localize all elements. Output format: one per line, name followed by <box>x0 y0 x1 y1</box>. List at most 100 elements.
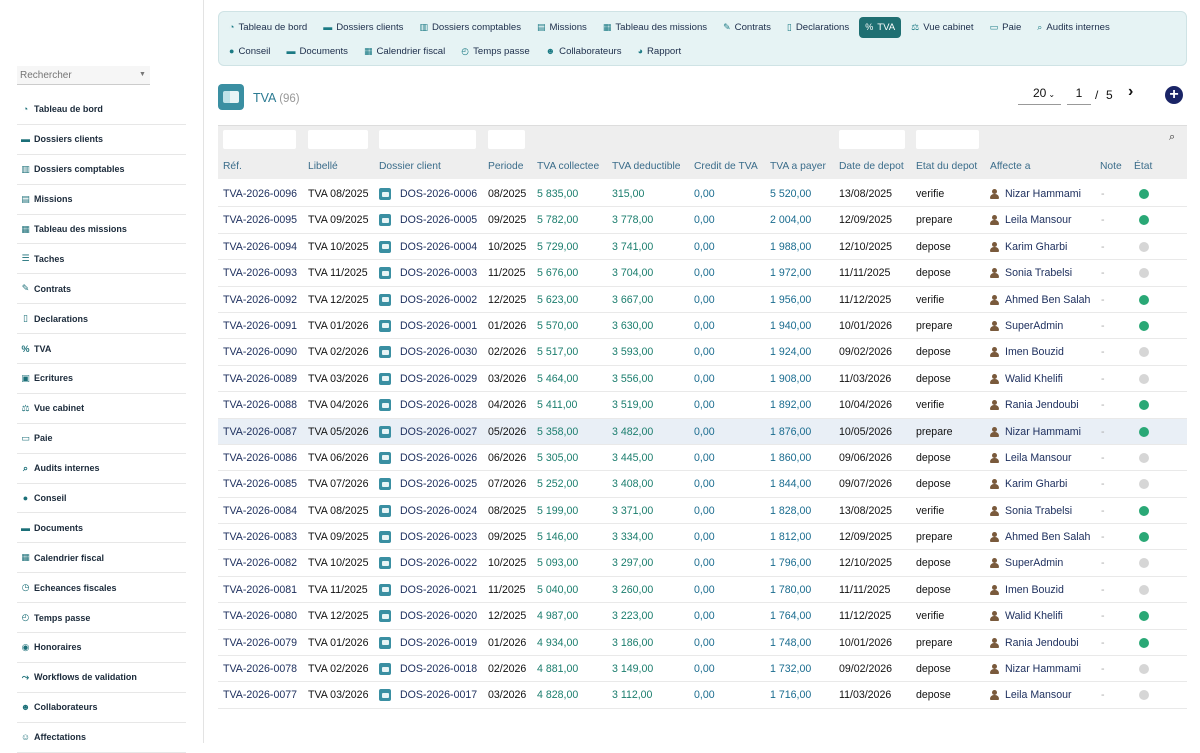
current-page-input[interactable]: 1 <box>1067 86 1091 105</box>
sidebar-item-tableau-des-missions[interactable]: ▦ Tableau des missions <box>17 215 186 245</box>
sidebar-item-conseil[interactable]: ● Conseil <box>17 484 186 514</box>
column-header-tva-deductible[interactable]: TVA deductible <box>612 161 681 172</box>
dossier-link[interactable]: DOS-2026-0020 <box>400 610 478 623</box>
sidebar-item-vue-cabinet[interactable]: ⚖ Vue cabinet <box>17 394 186 424</box>
table-row[interactable]: TVA-2026-0086 TVA 06/2026 DOS-2026-0026 06/… <box>218 445 1187 472</box>
sidebar-item-collaborateurs[interactable]: ☻ Collaborateurs <box>17 693 186 723</box>
affecte-link[interactable]: Leila Mansour <box>1005 214 1072 227</box>
tab-dossiers-clients[interactable]: ▬ Dossiers clients <box>317 17 409 38</box>
dossier-link[interactable]: DOS-2026-0019 <box>400 636 478 649</box>
sidebar-item-taches[interactable]: ☰ Taches <box>17 244 186 275</box>
affecte-link[interactable]: Nizar Hammami <box>1005 425 1081 438</box>
filter-libelle-input[interactable] <box>308 130 368 149</box>
table-row[interactable]: TVA-2026-0082 TVA 10/2025 DOS-2026-0022 10/… <box>218 550 1187 577</box>
sidebar-item-dossiers-comptables[interactable]: ▥ Dossiers comptables <box>17 155 186 185</box>
table-row[interactable]: TVA-2026-0087 TVA 05/2026 DOS-2026-0027 05/… <box>218 418 1187 445</box>
dossier-link[interactable]: DOS-2026-0003 <box>400 267 478 280</box>
affecte-link[interactable]: SuperAdmin <box>1005 319 1064 332</box>
table-row[interactable]: TVA-2026-0094 TVA 10/2025 DOS-2026-0004 10/… <box>218 234 1187 261</box>
page-size-select[interactable]: 20 ⌄ <box>1018 86 1061 105</box>
tva-ref-link[interactable]: TVA-2026-0095 <box>223 214 298 227</box>
tab-tableau-des-missions[interactable]: ▦ Tableau des missions <box>597 17 713 38</box>
chevron-down-icon[interactable]: ▼ <box>139 71 146 78</box>
tab-temps-passe[interactable]: ◴ Temps passe <box>455 41 535 62</box>
table-row[interactable]: TVA-2026-0092 TVA 12/2025 DOS-2026-0002 12/… <box>218 287 1187 313</box>
table-row[interactable]: TVA-2026-0091 TVA 01/2026 DOS-2026-0001 01/… <box>218 313 1187 340</box>
tab-tva[interactable]: % TVA <box>859 16 902 38</box>
tab-conseil[interactable]: ● Conseil <box>223 41 276 62</box>
tva-ref-link[interactable]: TVA-2026-0077 <box>223 689 298 702</box>
column-header-libelle[interactable]: Libellé <box>308 161 338 172</box>
tab-declarations[interactable]: ▯ Declarations <box>781 17 855 38</box>
dossier-link[interactable]: DOS-2026-0006 <box>400 188 478 200</box>
tva-ref-link[interactable]: TVA-2026-0094 <box>223 240 298 253</box>
column-header-note[interactable]: Note <box>1100 161 1122 172</box>
filter-dossier-input[interactable] <box>379 130 476 149</box>
sidebar-item-documents[interactable]: ▬ Documents <box>17 513 186 544</box>
table-row[interactable]: TVA-2026-0093 TVA 11/2025 DOS-2026-0003 11/… <box>218 260 1187 287</box>
tva-ref-link[interactable]: TVA-2026-0084 <box>223 504 298 517</box>
column-header-etat[interactable]: État <box>1134 161 1153 172</box>
tva-ref-link[interactable]: TVA-2026-0080 <box>223 610 298 623</box>
add-button[interactable]: + <box>1165 86 1183 104</box>
tva-ref-link[interactable]: TVA-2026-0086 <box>223 451 298 464</box>
tva-ref-link[interactable]: TVA-2026-0092 <box>223 293 298 306</box>
dossier-link[interactable]: DOS-2026-0025 <box>400 478 478 491</box>
table-row[interactable]: TVA-2026-0077 TVA 03/2026 DOS-2026-0017 03/… <box>218 682 1187 709</box>
column-header-periode[interactable]: Periode <box>488 161 524 172</box>
table-row[interactable]: TVA-2026-0078 TVA 02/2026 DOS-2026-0018 02/… <box>218 656 1187 683</box>
tva-ref-link[interactable]: TVA-2026-0082 <box>223 557 298 570</box>
sidebar-item-temps-passe[interactable]: ◴ Temps passe <box>17 603 186 634</box>
sidebar-item-audits-internes[interactable]: ⌕ Audits internes <box>17 454 186 484</box>
affecte-link[interactable]: Imen Bouzid <box>1005 346 1064 359</box>
sidebar-search-input[interactable] <box>17 66 150 85</box>
tab-tableau-de-bord[interactable]: ◔ Tableau de bord <box>223 17 313 38</box>
tab-collaborateurs[interactable]: ☻ Collaborateurs <box>540 41 628 62</box>
tva-ref-link[interactable]: TVA-2026-0087 <box>223 425 298 438</box>
table-row[interactable]: TVA-2026-0079 TVA 01/2026 DOS-2026-0019 01/… <box>218 630 1187 657</box>
tab-documents[interactable]: ▬ Documents <box>280 41 354 62</box>
table-row[interactable]: TVA-2026-0084 TVA 08/2025 DOS-2026-0024 08/… <box>218 498 1187 525</box>
dossier-link[interactable]: DOS-2026-0004 <box>400 240 478 253</box>
affecte-link[interactable]: Nizar Hammami <box>1005 663 1081 676</box>
tab-missions[interactable]: ▤ Missions <box>531 17 593 38</box>
sidebar-item-calendrier-fiscal[interactable]: ▦ Calendrier fiscal <box>17 543 186 574</box>
filter-etat-input[interactable] <box>916 130 979 149</box>
affecte-link[interactable]: Walid Khelifi <box>1005 372 1063 385</box>
affecte-link[interactable]: Sonia Trabelsi <box>1005 504 1073 517</box>
tva-ref-link[interactable]: TVA-2026-0085 <box>223 478 298 491</box>
table-row[interactable]: TVA-2026-0089 TVA 03/2026 DOS-2026-0029 03/… <box>218 366 1187 393</box>
dossier-link[interactable]: DOS-2026-0005 <box>400 214 478 227</box>
dossier-link[interactable]: DOS-2026-0001 <box>400 319 478 332</box>
tva-ref-link[interactable]: TVA-2026-0093 <box>223 267 298 280</box>
sidebar-item-dossiers-clients[interactable]: ▬ Dossiers clients <box>17 125 186 155</box>
table-row[interactable]: TVA-2026-0090 TVA 02/2026 DOS-2026-0030 02/… <box>218 339 1187 366</box>
affecte-link[interactable]: Karim Gharbi <box>1005 240 1068 253</box>
affecte-link[interactable]: Karim Gharbi <box>1005 478 1068 491</box>
tab-contrats[interactable]: ✎ Contrats <box>717 17 777 38</box>
filter-periode-input[interactable] <box>488 130 525 149</box>
tva-ref-link[interactable]: TVA-2026-0083 <box>223 531 298 544</box>
tab-audits-internes[interactable]: ⌕ Audits internes <box>1031 17 1116 38</box>
dossier-link[interactable]: DOS-2026-0027 <box>400 425 478 438</box>
affecte-link[interactable]: Ahmed Ben Salah <box>1005 293 1091 306</box>
sidebar-item-honoraires[interactable]: ◉ Honoraires <box>17 633 186 663</box>
table-row[interactable]: TVA-2026-0083 TVA 09/2025 DOS-2026-0023 09/… <box>218 524 1187 551</box>
column-header-credit[interactable]: Credit de TVA <box>694 161 758 172</box>
sidebar-item-missions[interactable]: ▤ Missions <box>17 185 186 215</box>
column-header-tva-payer[interactable]: TVA a payer <box>770 161 826 172</box>
column-header-ref[interactable]: Réf. <box>223 161 242 172</box>
dossier-link[interactable]: DOS-2026-0024 <box>400 504 478 517</box>
dossier-link[interactable]: DOS-2026-0026 <box>400 451 478 464</box>
column-header-date-depot[interactable]: Date de depot <box>839 161 904 172</box>
affecte-link[interactable]: Ahmed Ben Salah <box>1005 531 1091 544</box>
affecte-link[interactable]: Imen Bouzid <box>1005 583 1064 596</box>
sidebar-item-declarations[interactable]: ▯ Declarations <box>17 304 186 335</box>
search-icon[interactable]: ⌕ <box>1169 131 1176 143</box>
sidebar-item-echeances-fiscales[interactable]: ◷ Echeances fiscales <box>17 573 186 604</box>
column-header-affecte[interactable]: Affecte a <box>990 161 1031 172</box>
tab-vue-cabinet[interactable]: ⚖ Vue cabinet <box>905 17 979 38</box>
tva-ref-link[interactable]: TVA-2026-0096 <box>223 188 298 200</box>
table-row[interactable]: TVA-2026-0095 TVA 09/2025 DOS-2026-0005 09/… <box>218 207 1187 234</box>
tab-calendrier-fiscal[interactable]: ▦ Calendrier fiscal <box>358 41 451 62</box>
